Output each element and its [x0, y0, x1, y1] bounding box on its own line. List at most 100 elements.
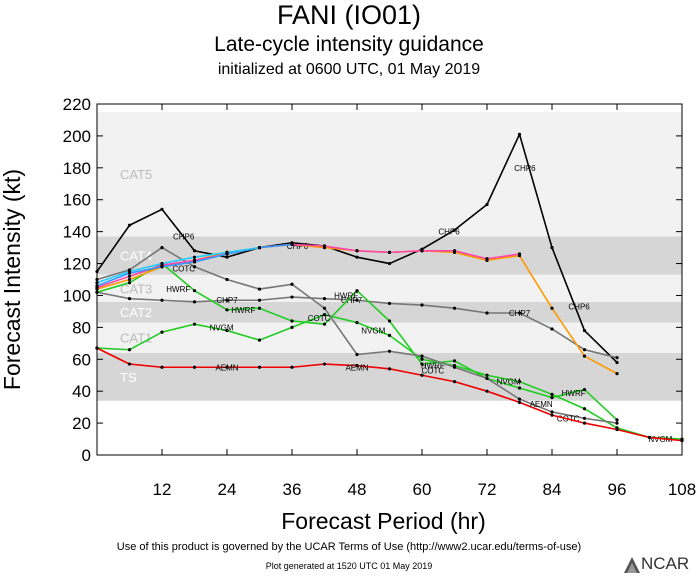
series-nvgm-point	[355, 320, 359, 325]
series-aemn-point	[160, 365, 164, 369]
series-hwrf-point	[127, 281, 132, 285]
series-hwrf-point	[355, 289, 359, 293]
series-aemn-point	[257, 365, 262, 369]
series-nvgm-label: NVGM	[497, 378, 521, 387]
series-chp7-point	[387, 301, 392, 306]
x-tick-label: 96	[608, 480, 627, 499]
series-chp7-point	[355, 298, 359, 302]
series-ivcn-point	[387, 250, 392, 254]
ncar-logo: NCAR	[622, 553, 698, 575]
series-hcca-line	[96, 246, 260, 284]
series-cotc-point	[550, 410, 554, 414]
y-tick-label: 40	[72, 382, 91, 401]
series-cotc-point	[615, 421, 619, 425]
series-cotc-point	[257, 287, 262, 291]
series-hwrf-point	[615, 418, 619, 422]
series-nvgm-point	[127, 348, 132, 352]
x-tick-label: 36	[283, 480, 302, 499]
series-hwrf-point	[192, 289, 197, 293]
series-chp7-point	[322, 297, 327, 301]
series-nvgm-label: NVGM	[361, 327, 385, 336]
series-ivcn-point	[517, 252, 522, 256]
y-tick-label: 60	[72, 350, 91, 369]
series-aemn-point	[355, 364, 359, 368]
y-axis-label: Forecast Intensity (kt)	[0, 169, 25, 390]
y-tick-label: 160	[63, 191, 91, 210]
series-rvcn-point	[160, 265, 164, 269]
series-aemn-point	[322, 362, 327, 366]
y-tick-label: 220	[63, 95, 91, 114]
band-label-cat5: CAT5	[120, 167, 152, 182]
series-chp6-point	[615, 360, 619, 365]
series-icon-point	[550, 306, 554, 310]
series-nvgm-point	[290, 325, 294, 329]
series-nvgm-label: NVGM	[210, 323, 234, 332]
series-cotc-point	[192, 265, 197, 269]
series-hwrf-point	[387, 319, 392, 323]
series-chp6-point	[485, 202, 489, 207]
series-chp7-point	[550, 327, 554, 331]
series-chp6-label: CHP6	[514, 164, 536, 173]
series-nvgm-point	[322, 313, 327, 317]
series-icon-point	[127, 277, 132, 282]
series-icon-point	[582, 354, 587, 358]
series-aemn-point	[387, 367, 392, 371]
series-hcca-point	[160, 261, 164, 266]
ncar-logo-text: NCAR	[641, 554, 690, 573]
band-cat1	[97, 322, 682, 353]
series-chp7-label: CHP7	[509, 309, 531, 318]
series-hcca-point	[127, 269, 132, 274]
series-nvgm-point	[582, 407, 587, 411]
y-tick-label: 120	[63, 255, 91, 274]
series-nvgm-point	[192, 322, 197, 326]
series-chp7-point	[485, 311, 489, 315]
y-tick-label: 140	[63, 223, 91, 242]
y-tick-label: 80	[72, 318, 91, 337]
x-tick-label: 48	[348, 480, 367, 499]
series-aemn-point	[485, 389, 489, 393]
series-ivcn-point	[355, 249, 359, 253]
series-hwrf-label: HWRF	[231, 306, 255, 315]
series-chp6-point	[160, 207, 164, 211]
series-chp6-label: CHP6	[173, 232, 195, 241]
series-ivcn-point	[485, 257, 489, 261]
series-hcca-point	[225, 250, 229, 254]
series-chp6-point	[192, 249, 197, 253]
y-tick-label: 180	[63, 159, 91, 178]
band-cat5	[97, 111, 682, 237]
series-rvcn-point	[290, 242, 294, 246]
series-chp7-point	[420, 303, 424, 307]
band-label-cat1: CAT1	[120, 331, 152, 346]
series-nvgm-label: NVGM	[648, 435, 672, 444]
y-tick-label: 20	[72, 414, 91, 433]
band-label-cat3: CAT3	[120, 281, 152, 296]
series-cotc-point	[355, 352, 359, 357]
series-aemn-point	[615, 427, 619, 432]
series-ivcn-point	[420, 249, 424, 253]
series-chp6-point	[550, 245, 554, 250]
series-hwrf-point	[322, 322, 327, 326]
series-aemn-point	[550, 413, 554, 417]
series-aemn-label: AEMN	[215, 363, 238, 372]
series-cotc-label: COTC	[172, 264, 195, 273]
series-ivcn-line	[96, 243, 520, 289]
series-nvgm-point	[550, 392, 554, 396]
series-cotc-point	[452, 365, 457, 369]
terms-of-use: Use of this product is governed by the U…	[116, 541, 582, 553]
series-chp6-point	[452, 228, 457, 232]
series-hwrf-point	[452, 359, 457, 363]
series-aemn-point	[582, 421, 587, 425]
series-chp6-point	[355, 255, 359, 259]
x-tick-label: 84	[543, 480, 562, 499]
x-tick-label: 108	[668, 480, 696, 499]
series-hwrf-point	[420, 362, 424, 366]
series-chp7-point	[160, 298, 164, 302]
series-cotc-point	[387, 349, 392, 353]
series-chp7-label: CHP7	[341, 296, 363, 305]
series-nvgm-point	[420, 357, 424, 361]
x-tick-label: 60	[413, 480, 432, 499]
series-hwrf-point	[582, 387, 587, 392]
series-hwrf-point	[517, 386, 522, 390]
ncar-logo-icon	[624, 557, 640, 573]
series-hcca-point	[192, 255, 197, 259]
